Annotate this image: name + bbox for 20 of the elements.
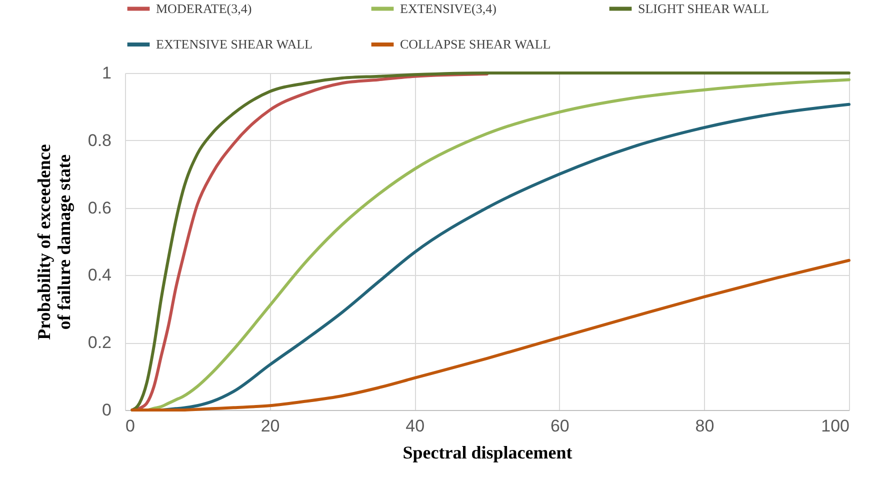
x-tick-label: 100 bbox=[821, 416, 850, 436]
y-tick-label: 0.2 bbox=[88, 333, 112, 352]
legend-label: EXTENSIVE SHEAR WALL bbox=[156, 36, 313, 52]
y-tick-label: 0.8 bbox=[88, 130, 112, 150]
y-tick-label: 0 bbox=[102, 400, 112, 420]
legend-label: SLIGHT SHEAR WALL bbox=[638, 0, 770, 16]
y-tick-label: 1 bbox=[102, 64, 112, 82]
legend-label: MODERATE(3,4) bbox=[156, 0, 252, 16]
legend-label: EXTENSIVE(3,4) bbox=[400, 0, 496, 16]
x-tick-label: 40 bbox=[406, 416, 425, 436]
y-axis-title: Probability of exceedence of failure damage state bbox=[34, 144, 74, 340]
line-series bbox=[130, 258, 850, 412]
y-tick-label: 0.6 bbox=[88, 198, 112, 218]
x-tick-label: 0 bbox=[126, 416, 135, 436]
x-tick-label: 80 bbox=[695, 416, 714, 436]
x-tick-label: 20 bbox=[260, 416, 280, 436]
x-axis-title: Spectral displacement bbox=[402, 442, 572, 462]
y-tick-label: 0.4 bbox=[88, 266, 112, 285]
legend-label: COLLAPSE SHEAR WALL bbox=[400, 36, 551, 52]
x-tick-label: 60 bbox=[550, 416, 570, 436]
